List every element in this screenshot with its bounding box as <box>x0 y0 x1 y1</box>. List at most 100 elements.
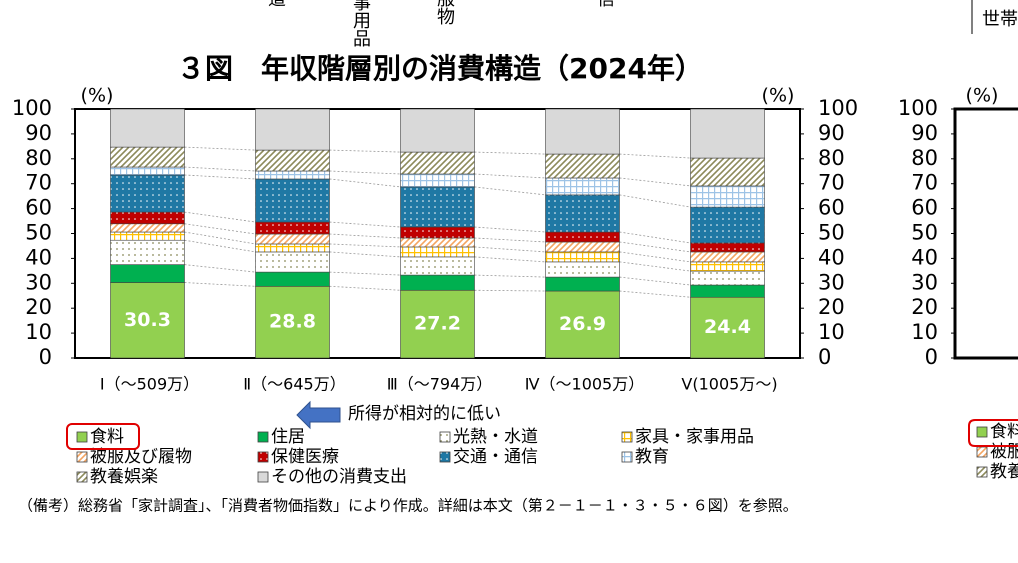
connector-line <box>474 226 546 233</box>
bar-segment <box>255 251 330 273</box>
y-tick-label: 60 <box>25 196 52 220</box>
connector-line <box>184 223 256 235</box>
y2-tick-label: 70 <box>818 171 845 195</box>
y-tick-label: 0 <box>39 345 52 369</box>
connector-line <box>184 282 256 287</box>
legend-swatch <box>621 431 633 443</box>
x-tick-label: Ⅱ（～645万） <box>243 375 345 394</box>
bar-segment <box>545 108 620 155</box>
fragment-frame <box>953 107 1018 360</box>
y2-tick-label: 20 <box>818 295 845 319</box>
bar-segment <box>255 233 330 245</box>
fragment-tick-label: 80 <box>911 146 938 170</box>
y2-unit: (%) <box>762 85 795 107</box>
bar-segment <box>255 285 330 359</box>
bar-segment <box>110 282 185 359</box>
bar-segment <box>545 241 620 253</box>
bar-segment <box>110 223 185 233</box>
fragment-text: 道 <box>268 0 286 10</box>
connector-line <box>619 276 691 286</box>
data-label: 27.2 <box>414 313 461 335</box>
legend-swatch <box>257 431 269 443</box>
bar-segment <box>545 177 620 196</box>
connector-line <box>184 174 256 180</box>
x-tick-label: Ⅲ（～794万） <box>387 375 493 394</box>
legend-label: 食料 <box>90 427 124 447</box>
annotation: 所得が相対的に低い <box>348 404 501 424</box>
bar-segment <box>545 290 620 359</box>
y2-tick-label: 30 <box>818 270 845 294</box>
bar-segment <box>110 166 185 176</box>
y2-tick-label: 10 <box>818 320 845 344</box>
fragment-tick-label: 100 <box>898 96 938 120</box>
fragment-tick-label: 20 <box>911 295 938 319</box>
y-tick-label: 10 <box>25 320 52 344</box>
legend-swatch <box>76 471 88 483</box>
bar-segment <box>690 242 765 253</box>
fragment-tick-label: 90 <box>911 121 938 145</box>
legend-label: 交通・通信 <box>453 447 538 467</box>
fragment-text: 事 <box>353 0 371 14</box>
connector-line <box>184 264 256 273</box>
connector-line <box>329 178 401 188</box>
bar-segment <box>690 284 765 298</box>
connector-line <box>329 221 401 228</box>
legend-label: 光熱・水道 <box>453 427 538 447</box>
data-label: 26.9 <box>559 313 606 335</box>
x-tick-label: Ⅳ（～1005万） <box>525 375 645 394</box>
bar-segment <box>400 256 475 276</box>
y-tick-label: 70 <box>25 171 52 195</box>
bar-segment <box>255 221 330 235</box>
bar-segment <box>400 289 475 359</box>
y-tick-label: 100 <box>12 96 52 120</box>
bar-segment <box>690 251 765 263</box>
bar-segment <box>400 173 475 188</box>
bar-segment <box>690 206 765 244</box>
legend-label: 被服及び履物 <box>90 447 192 467</box>
connector-line <box>474 151 546 155</box>
fragment-legend-swatch <box>976 466 988 478</box>
bar-segment <box>545 261 620 278</box>
connector-line <box>474 186 546 196</box>
connector-line <box>474 237 546 243</box>
legend-label: 家具・家事用品 <box>635 427 754 447</box>
bar-segment <box>690 185 765 208</box>
connector-line <box>619 251 691 263</box>
fragment-tick-label: 10 <box>911 320 938 344</box>
bar-segment <box>255 178 330 223</box>
x-tick-label: Ⅴ(1005万～) <box>681 375 777 394</box>
y2-tick-label: 60 <box>818 196 845 220</box>
bar-segment <box>110 146 185 168</box>
bar-segment <box>690 157 765 187</box>
connector-line <box>184 166 256 172</box>
legend-label: 教養娯楽 <box>90 467 158 487</box>
fragment-tick-label: 50 <box>911 221 938 245</box>
fragment-legend-label: 食料 <box>990 422 1018 442</box>
y2-tick-label: 80 <box>818 146 845 170</box>
fragment-tick-label: 40 <box>911 245 938 269</box>
bar-segment <box>400 151 475 175</box>
connector-line <box>329 233 401 239</box>
fragment-tick-label: 60 <box>911 196 938 220</box>
legend-label: 教育 <box>635 447 669 467</box>
bar-segment <box>110 108 185 148</box>
data-label: 28.8 <box>269 311 316 333</box>
bar-segment <box>690 270 765 286</box>
connector-line <box>184 211 256 223</box>
x-tick-label: Ⅰ（～509万） <box>100 375 199 394</box>
y-tick-label: 80 <box>25 146 52 170</box>
legend-swatch <box>257 471 269 483</box>
bar-segment <box>545 231 620 243</box>
fragment-text: 信 <box>597 0 615 10</box>
connector-line <box>619 241 691 253</box>
connector-line <box>474 173 546 179</box>
chart-title: ３図 年収階層別の消費構造（2024年） <box>177 52 703 85</box>
bar-segment <box>545 194 620 233</box>
connector-line <box>474 274 546 278</box>
legend-swatch <box>439 431 451 443</box>
connector-line <box>619 194 691 208</box>
fragment-legend-swatch <box>976 426 988 438</box>
bar-segment <box>400 108 475 153</box>
connector-line <box>329 170 401 175</box>
